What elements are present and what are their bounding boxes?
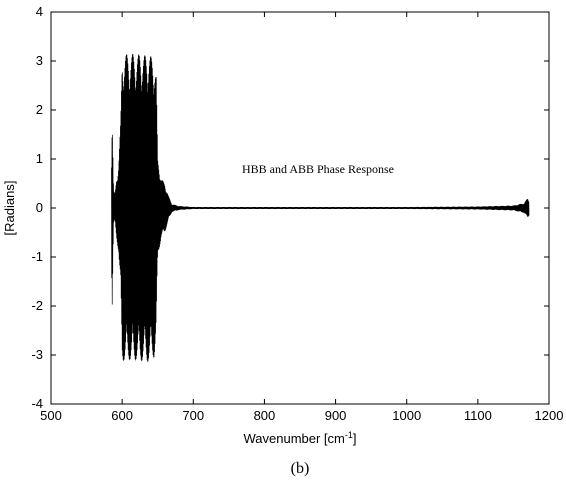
x-tick-label: 900: [325, 408, 347, 423]
y-tick-label: 3: [36, 53, 43, 68]
x-tick-label: 1100: [464, 408, 492, 423]
y-axis-ticks: -4 -3 -2 -1 0 1 2 3 4: [31, 4, 549, 411]
x-tick-label: 500: [40, 408, 62, 423]
x-tick-label: 600: [111, 408, 133, 423]
x-axis-title-superscript: -1: [345, 430, 353, 440]
y-tick-label: 1: [36, 151, 43, 166]
x-tick-label: 700: [182, 408, 204, 423]
y-tick-label: 2: [36, 102, 43, 117]
y-tick-label: 0: [36, 200, 43, 215]
x-axis-title-close: ]: [353, 431, 357, 446]
x-tick-label: 800: [254, 408, 276, 423]
series-line: [111, 53, 530, 362]
x-tick-label: 1200: [535, 408, 564, 423]
x-axis-title: Wavenumber [cm-1]: [243, 430, 356, 446]
y-tick-label: -1: [31, 249, 43, 264]
series-layer: [111, 53, 530, 362]
x-axis-ticks: 500 600 700 800 900 1000 1100 1200: [40, 12, 563, 423]
y-tick-label: -2: [31, 298, 43, 313]
annotation-label: HBB and ABB Phase Response: [242, 162, 394, 176]
y-tick-label: -3: [31, 347, 43, 362]
y-tick-label: -4: [31, 396, 43, 411]
y-axis-title: [Radians]: [2, 181, 17, 236]
y-tick-label: 4: [36, 4, 43, 19]
x-tick-label: 1000: [392, 408, 421, 423]
x-axis-title-base: Wavenumber [cm: [243, 431, 344, 446]
figure-caption: (b): [291, 460, 310, 477]
